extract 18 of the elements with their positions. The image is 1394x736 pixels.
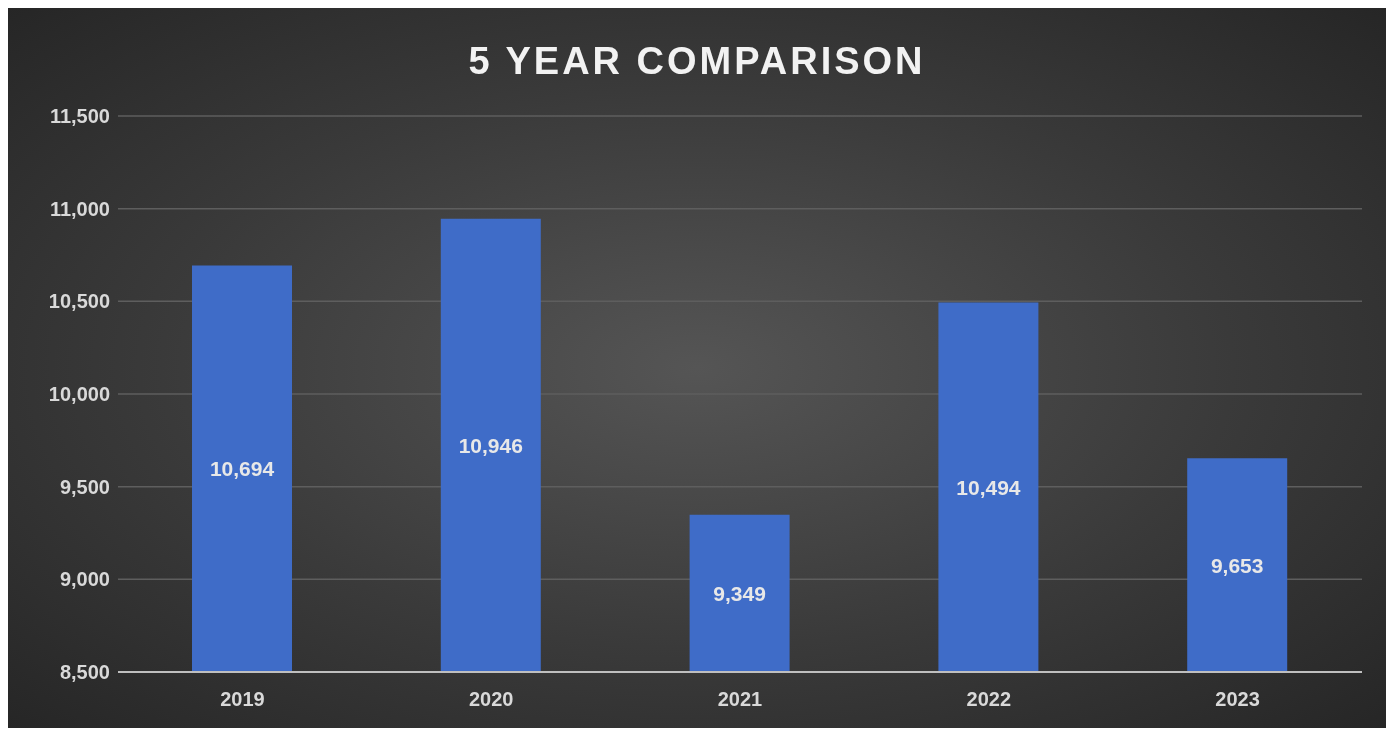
chart-title: 5 YEAR COMPARISON (467, 40, 927, 83)
y-tick-label: 8,500 (59, 661, 110, 684)
y-tick-label: 9,000 (59, 568, 110, 591)
x-tick-label: 2022 (966, 688, 1012, 711)
data-label: 10,494 (956, 475, 1021, 499)
data-label: 10,694 (209, 457, 275, 481)
data-label: 9,653 (1210, 553, 1264, 577)
y-tick-label: 11,000 (49, 197, 110, 220)
data-label: 9,349 (713, 581, 766, 605)
y-tick-label: 9,500 (59, 475, 110, 498)
y-tick-label: 11,500 (49, 105, 110, 128)
y-tick-label: 10,000 (48, 383, 110, 406)
x-tick-label: 2020 (468, 688, 514, 711)
data-label: 10,946 (458, 433, 523, 457)
x-tick-label: 2023 (1215, 688, 1260, 711)
y-tick-label: 10,500 (48, 290, 110, 313)
x-tick-label: 2021 (717, 688, 763, 711)
x-tick-label: 2019 (220, 688, 265, 711)
